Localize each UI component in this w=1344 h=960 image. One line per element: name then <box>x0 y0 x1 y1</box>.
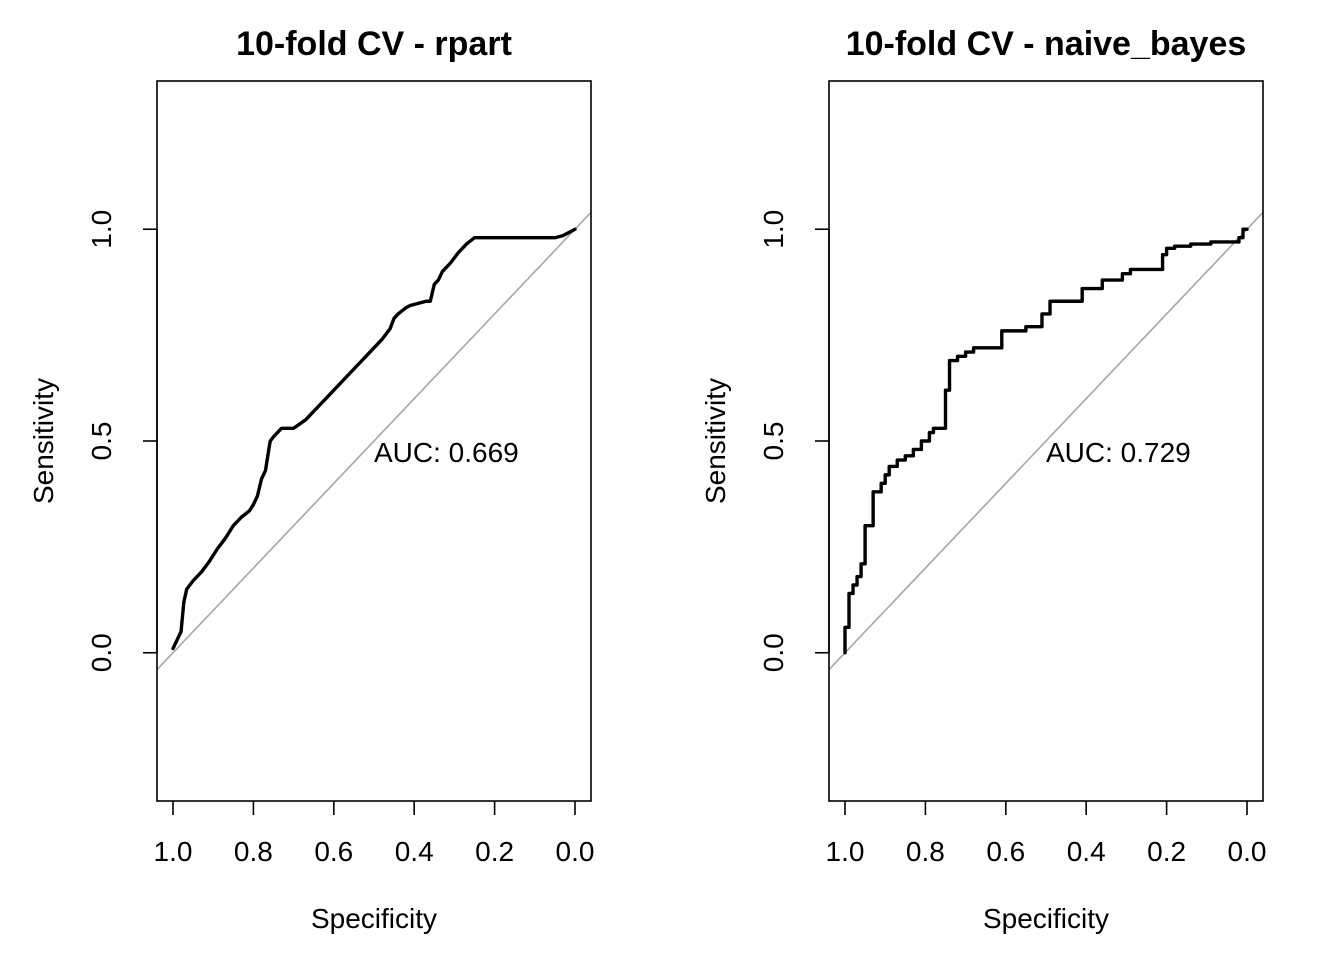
y-axis-label: Sensitivity <box>28 378 59 504</box>
auc-annotation: AUC: 0.669 <box>374 437 519 468</box>
chart-title: 10-fold CV - rpart <box>236 25 512 63</box>
x-tick-label: 0.0 <box>1228 836 1267 867</box>
x-tick-label: 0.4 <box>395 836 434 867</box>
y-tick-label: 0.5 <box>758 422 789 461</box>
x-tick-label: 0.2 <box>1147 836 1186 867</box>
roc-curve <box>843 227 1249 655</box>
y-tick-label: 0.5 <box>86 422 117 461</box>
x-axis-label: Specificity <box>311 903 437 934</box>
y-tick-label: 0.0 <box>86 633 117 672</box>
x-tick-label: 0.6 <box>314 836 353 867</box>
x-tick-label: 0.8 <box>906 836 945 867</box>
y-tick-label: 1.0 <box>86 210 117 249</box>
roc-panel-rpart: 10-fold CV - rpart 1.0 0.8 0.6 0.4 0.2 0.0 0.… <box>28 25 595 934</box>
x-tick-label: 0.0 <box>556 836 595 867</box>
y-tick-label: 1.0 <box>758 210 789 249</box>
x-tick-label: 1.0 <box>154 836 193 867</box>
roc-panel-naive-bayes: 10-fold CV - naive_bayes 1.0 0.8 0.6 0.4 0.2… <box>700 25 1267 934</box>
chart-title: 10-fold CV - naive_bayes <box>846 25 1247 63</box>
x-tick-label: 0.8 <box>234 836 273 867</box>
y-axis-label: Sensitivity <box>700 378 731 504</box>
roc-curve <box>171 227 577 651</box>
x-tick-label: 0.4 <box>1067 836 1106 867</box>
x-tick-label: 0.2 <box>475 836 514 867</box>
x-axis-label: Specificity <box>983 903 1109 934</box>
x-tick-label: 0.6 <box>986 836 1025 867</box>
reference-diagonal <box>157 211 591 671</box>
x-tick-label: 1.0 <box>826 836 865 867</box>
y-tick-label: 0.0 <box>758 633 789 672</box>
auc-annotation: AUC: 0.729 <box>1046 437 1191 468</box>
